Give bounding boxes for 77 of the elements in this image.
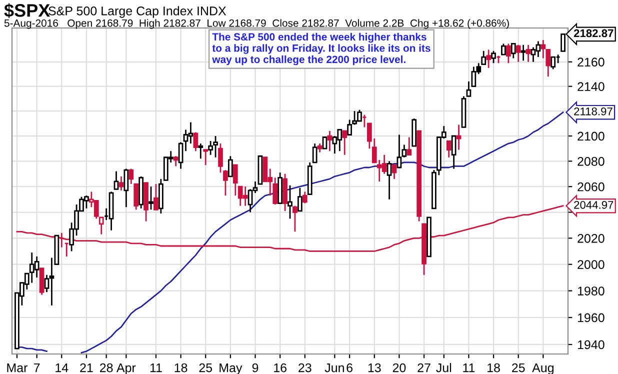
y-tick-label: 2140 [578,82,604,92]
candlestick [406,136,412,156]
x-tick-label: 16 [274,363,286,372]
candlestick [173,155,178,167]
chart-subtitle: S&P 500 Large Cap Index INDX [48,6,226,18]
x-tick-label: Jul [436,363,452,372]
y-tick-label: 2020 [578,234,604,243]
y-tick-label: 2000 [578,260,604,270]
candlestick [526,44,531,63]
text: 2118.97 [574,107,612,116]
candlestick [218,142,223,174]
y-tick-label: 2160 [578,58,604,67]
candlestick [491,50,496,64]
candlestick [366,122,372,150]
candlestick [501,42,506,56]
y-tick-label: 2100 [578,132,604,141]
candlestick [446,140,452,158]
x-tick-label: 25 [199,363,212,372]
x-tick-label: 6 [346,363,352,372]
annotation: The S&P 500 ended the week higher thanks to a big rally on Friday. It looks like its on its way up to challege the 2200 price level. [212,32,430,66]
x-tick-label: 28 [100,363,113,372]
candlestick [297,187,302,212]
chart-title: $SPX [4,3,50,18]
text: 2044.97 [574,200,614,209]
candlestick [178,142,184,170]
x-tick-label: 20 [392,363,406,372]
text: 2182.87 [574,29,614,38]
candlestick [456,124,462,151]
candlestick [193,132,198,152]
candlestick [292,205,298,232]
candlestick [213,135,218,158]
candlestick [203,149,208,166]
x-tick-label: 11 [463,363,475,372]
candlestick [288,184,292,220]
candlestick [520,44,526,62]
y-tick-label: 1940 [578,340,604,350]
annotation: 5-Aug-2016 Open 2168.79 High 2182.87 Low 2168.79 Close 2182.87 Volume 2.2B Chg +18.62 (+0.86%) [4,19,509,29]
x-tick-label: 18 [488,363,500,372]
candlestick [232,164,238,196]
y-tick-label: 2080 [578,156,604,166]
candlestick [154,183,158,210]
x-tick-label: 25 [512,363,525,372]
candlestick [228,155,233,178]
candlestick [148,186,154,210]
candlestick [342,130,348,156]
x-tick-label: Mar [7,363,28,372]
candlestick [223,169,228,196]
y-tick-label: 1960 [578,313,604,322]
candlestick [510,42,516,59]
candlestick [118,176,124,192]
candlestick [312,142,318,164]
candlestick [506,42,511,64]
candlestick [302,191,308,204]
y-tick-label: 2060 [578,182,604,192]
candlestick [327,130,332,152]
candlestick [392,164,397,180]
x-tick-label: 13 [368,363,381,372]
x-tick-label: Jun [324,363,344,372]
candlestick [322,136,328,150]
candlestick [124,168,129,208]
candlestick [550,56,556,70]
candlestick [114,170,119,190]
candlestick [486,49,492,69]
x-tick-label: 18 [174,363,188,372]
candlestick [39,268,44,296]
x-tick-label: 7 [34,363,40,372]
x-tick-label: 14 [56,363,68,372]
x-tick-label: 23 [298,363,312,372]
y-tick-label: 1980 [578,286,604,296]
x-tick-label: 9 [252,363,258,372]
x-tick-label: 11 [150,363,162,372]
candlestick [386,160,392,200]
candlestick [451,135,456,170]
candlestick [516,44,521,63]
candlestick [198,142,204,160]
x-tick-label: 27 [418,363,430,372]
x-tick-label: 21 [80,363,93,372]
